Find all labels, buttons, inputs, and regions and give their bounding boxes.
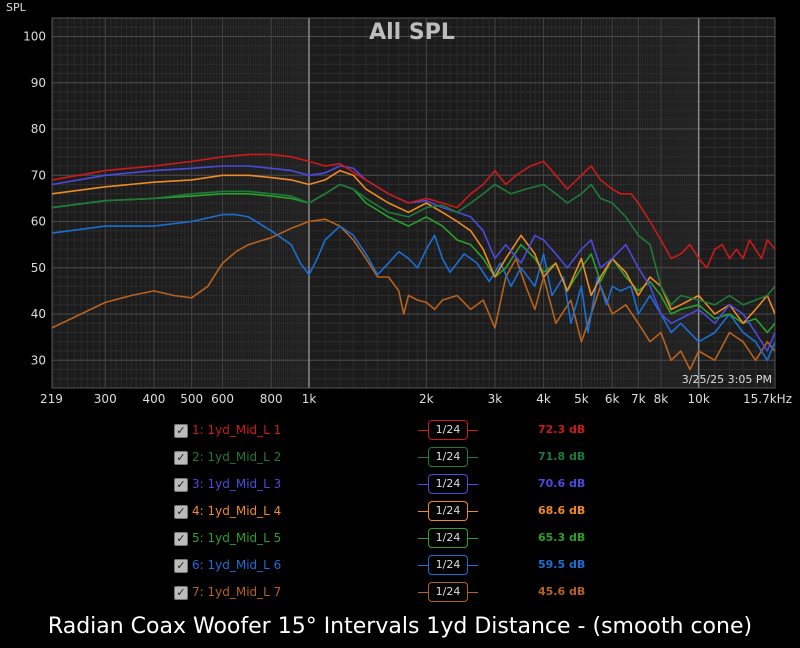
x-tick-label: 219 bbox=[40, 392, 63, 406]
timestamp: 3/25/25 3:05 PM bbox=[682, 373, 772, 386]
x-tick-label: 800 bbox=[260, 392, 283, 406]
smoothing-control[interactable]: 1/24 bbox=[418, 582, 478, 602]
y-tick-label: 80 bbox=[31, 122, 46, 136]
series-visibility-checkbox[interactable]: ✓ bbox=[174, 532, 188, 546]
legend-row: ✓ 2: 1yd_Mid_L 2 1/24 71.8 dB bbox=[174, 447, 614, 470]
y-tick-label: 70 bbox=[31, 168, 46, 182]
figure-caption: Radian Coax Woofer 15° Intervals 1yd Dis… bbox=[47, 614, 753, 639]
series-visibility-checkbox[interactable]: ✓ bbox=[174, 478, 188, 492]
y-tick-label: 30 bbox=[31, 353, 46, 367]
smoothing-control[interactable]: 1/24 bbox=[418, 420, 478, 440]
legend-level-value: 45.6 dB bbox=[538, 585, 586, 598]
smoothing-label: 1/24 bbox=[428, 582, 468, 602]
series-line bbox=[52, 169, 775, 325]
x-tick-label: 300 bbox=[94, 392, 117, 406]
y-axis-label: SPL bbox=[6, 1, 27, 14]
legend-level-value: 68.6 dB bbox=[538, 504, 586, 517]
y-tick-label: 60 bbox=[31, 215, 46, 229]
y-ticks: 30 40 50 60 70 80 90 100 bbox=[23, 30, 46, 368]
legend-series-name: 4: 1yd_Mid_L 4 bbox=[192, 504, 282, 518]
x-tick-label: 7k bbox=[631, 392, 646, 406]
chart-title: All SPL bbox=[369, 20, 455, 45]
smoothing-label: 1/24 bbox=[428, 501, 468, 521]
smoothing-control[interactable]: 1/24 bbox=[418, 447, 478, 467]
smoothing-control[interactable]: 1/24 bbox=[418, 528, 478, 548]
x-tick-label: 600 bbox=[211, 392, 234, 406]
legend-series-name: 5: 1yd_Mid_L 5 bbox=[192, 531, 282, 545]
x-tick-label: 500 bbox=[180, 392, 203, 406]
x-tick-label: 4k bbox=[536, 392, 551, 406]
legend-series-name: 1: 1yd_Mid_L 1 bbox=[192, 423, 282, 437]
legend-level-value: 65.3 dB bbox=[538, 531, 586, 544]
legend-level-value: 72.3 dB bbox=[538, 423, 586, 436]
y-tick-label: 100 bbox=[23, 30, 46, 44]
legend-level-value: 59.5 dB bbox=[538, 558, 586, 571]
legend-series-name: 3: 1yd_Mid_L 3 bbox=[192, 477, 282, 491]
legend-series-name: 6: 1yd_Mid_L 6 bbox=[192, 558, 282, 572]
series-visibility-checkbox[interactable]: ✓ bbox=[174, 451, 188, 465]
x-tick-label: 2k bbox=[419, 392, 434, 406]
smoothing-label: 1/24 bbox=[428, 420, 468, 440]
smoothing-label: 1/24 bbox=[428, 474, 468, 494]
x-tick-label: 8k bbox=[654, 392, 669, 406]
series-line bbox=[52, 183, 775, 306]
series-line bbox=[52, 165, 775, 352]
series-visibility-checkbox[interactable]: ✓ bbox=[174, 586, 188, 600]
legend-level-value: 71.8 dB bbox=[538, 450, 586, 463]
legend-series-name: 2: 1yd_Mid_L 2 bbox=[192, 450, 282, 464]
y-tick-label: 50 bbox=[31, 261, 46, 275]
series-visibility-checkbox[interactable]: ✓ bbox=[174, 505, 188, 519]
legend-row: ✓ 4: 1yd_Mid_L 4 1/24 68.6 dB bbox=[174, 501, 614, 524]
legend-row: ✓ 5: 1yd_Mid_L 5 1/24 65.3 dB bbox=[174, 528, 614, 551]
legend-level-value: 70.6 dB bbox=[538, 477, 586, 490]
smoothing-control[interactable]: 1/24 bbox=[418, 555, 478, 575]
smoothing-label: 1/24 bbox=[428, 555, 468, 575]
x-tick-label: 1k bbox=[302, 392, 317, 406]
legend-row: ✓ 3: 1yd_Mid_L 3 1/24 70.6 dB bbox=[174, 474, 614, 497]
x-tick-label: 5k bbox=[574, 392, 589, 406]
smoothing-label: 1/24 bbox=[428, 528, 468, 548]
series-lines bbox=[52, 153, 775, 371]
smoothing-control[interactable]: 1/24 bbox=[418, 501, 478, 521]
series-line bbox=[52, 153, 775, 269]
series-line bbox=[52, 183, 775, 334]
x-ticks: 219 300 400 500 600 800 1k 2k 3k 4k 5k 6k 7k 8k 10k 15.… bbox=[40, 392, 792, 406]
x-tick-label: 10k bbox=[688, 392, 710, 406]
y-tick-label: 40 bbox=[31, 307, 46, 321]
smoothing-label: 1/24 bbox=[428, 447, 468, 467]
series-visibility-checkbox[interactable]: ✓ bbox=[174, 424, 188, 438]
smoothing-control[interactable]: 1/24 bbox=[418, 474, 478, 494]
legend-series-name: 7: 1yd_Mid_L 7 bbox=[192, 585, 282, 599]
series-line bbox=[52, 218, 775, 371]
legend-row: ✓ 6: 1yd_Mid_L 6 1/24 59.5 dB bbox=[174, 555, 614, 578]
legend-row: ✓ 7: 1yd_Mid_L 7 1/24 45.6 dB bbox=[174, 582, 614, 605]
grid bbox=[51, 17, 776, 389]
legend-row: ✓ 1: 1yd_Mid_L 1 1/24 72.3 dB bbox=[174, 420, 614, 443]
series-visibility-checkbox[interactable]: ✓ bbox=[174, 559, 188, 573]
x-tick-label: 6k bbox=[605, 392, 620, 406]
x-tick-label: 15.7kHz bbox=[743, 392, 792, 406]
spl-chart: 30 40 50 60 70 80 90 100 219 300 400 500 600 800 1k 2k… bbox=[6, 1, 792, 406]
plot-border bbox=[51, 17, 776, 389]
x-tick-label: 400 bbox=[142, 392, 165, 406]
y-tick-label: 90 bbox=[31, 76, 46, 90]
x-tick-label: 3k bbox=[488, 392, 503, 406]
